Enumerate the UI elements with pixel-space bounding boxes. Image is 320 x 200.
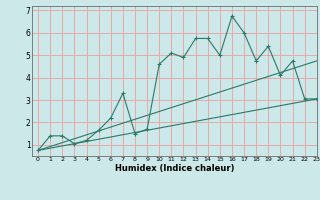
X-axis label: Humidex (Indice chaleur): Humidex (Indice chaleur) [115, 164, 234, 173]
